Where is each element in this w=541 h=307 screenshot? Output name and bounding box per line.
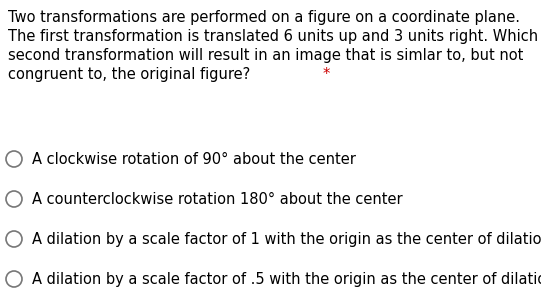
Text: A dilation by a scale factor of .5 with the origin as the center of dilation: A dilation by a scale factor of .5 with … xyxy=(32,272,541,287)
Text: *: * xyxy=(322,67,330,82)
Text: Two transformations are performed on a figure on a coordinate plane.: Two transformations are performed on a f… xyxy=(8,10,520,25)
Text: second transformation will result in an image that is simlar to, but not: second transformation will result in an … xyxy=(8,48,523,63)
Text: A dilation by a scale factor of 1 with the origin as the center of dilation: A dilation by a scale factor of 1 with t… xyxy=(32,232,541,247)
Text: The first transformation is translated 6 units up and 3 units right. Which: The first transformation is translated 6… xyxy=(8,29,538,44)
Text: A clockwise rotation of 90° about the center: A clockwise rotation of 90° about the ce… xyxy=(32,152,356,167)
Text: congruent to, the original figure?: congruent to, the original figure? xyxy=(8,67,255,82)
Text: A counterclockwise rotation 180° about the center: A counterclockwise rotation 180° about t… xyxy=(32,192,403,207)
